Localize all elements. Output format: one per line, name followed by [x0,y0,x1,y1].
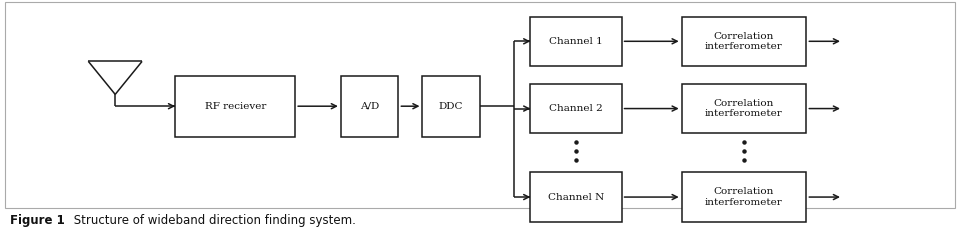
Bar [682,84,806,133]
Text: Channel N: Channel N [548,193,604,202]
Bar [422,76,480,137]
Bar [175,76,296,137]
Bar [682,172,806,222]
Text: DDC: DDC [439,102,464,111]
Bar [682,17,806,66]
Text: Correlation
interferometer: Correlation interferometer [706,32,782,51]
Bar [341,76,398,137]
Bar [5,2,955,208]
Text: RF reciever: RF reciever [204,102,266,111]
Bar [530,17,621,66]
Text: Correlation
interferometer: Correlation interferometer [706,99,782,118]
Bar [530,84,621,133]
Text: Channel 2: Channel 2 [549,104,603,113]
Text: A/D: A/D [360,102,379,111]
Text: Correlation
interferometer: Correlation interferometer [706,187,782,207]
Text: Figure 1: Figure 1 [10,214,64,227]
Text: Structure of wideband direction finding system.: Structure of wideband direction finding … [70,214,356,227]
Bar [530,172,621,222]
Text: Channel 1: Channel 1 [549,37,603,46]
